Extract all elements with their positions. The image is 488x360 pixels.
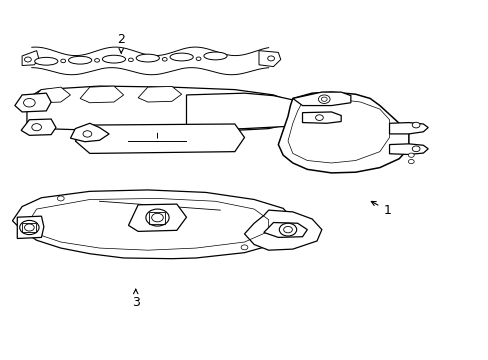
Circle shape [57,196,64,201]
Polygon shape [186,93,316,130]
Circle shape [128,58,133,62]
Text: 2: 2 [117,33,125,53]
Circle shape [24,57,31,62]
Polygon shape [302,112,341,123]
Circle shape [24,224,34,231]
Circle shape [407,153,413,157]
Circle shape [283,226,292,233]
Ellipse shape [35,57,58,65]
Circle shape [267,56,274,61]
Polygon shape [12,190,292,259]
Text: 3: 3 [132,289,140,309]
Circle shape [61,59,65,63]
Polygon shape [278,92,408,173]
Circle shape [145,209,169,226]
Polygon shape [27,86,292,131]
Ellipse shape [136,54,159,62]
Polygon shape [32,87,70,103]
Circle shape [407,159,413,164]
Ellipse shape [203,52,226,60]
Polygon shape [75,124,244,153]
Circle shape [411,146,419,152]
Polygon shape [21,119,56,135]
Circle shape [315,115,323,121]
Circle shape [23,99,35,107]
Polygon shape [264,222,307,238]
Polygon shape [389,144,427,154]
Circle shape [318,95,329,103]
Polygon shape [22,51,39,66]
Polygon shape [80,86,123,103]
Circle shape [151,213,163,222]
Polygon shape [244,210,321,250]
Circle shape [95,59,99,62]
Polygon shape [389,123,427,134]
Polygon shape [70,123,109,142]
Polygon shape [292,92,350,105]
Circle shape [20,220,39,235]
Circle shape [162,58,167,61]
Polygon shape [259,51,280,67]
Polygon shape [17,216,44,238]
Circle shape [83,131,92,137]
Polygon shape [15,93,51,112]
Circle shape [279,223,296,236]
Polygon shape [138,86,181,102]
Circle shape [411,122,419,128]
Polygon shape [128,204,186,231]
Ellipse shape [102,55,125,63]
Circle shape [321,97,326,101]
Ellipse shape [170,53,193,61]
Circle shape [32,123,41,131]
Text: 1: 1 [370,202,390,217]
Circle shape [241,245,247,250]
Ellipse shape [68,56,92,64]
Circle shape [196,57,201,60]
